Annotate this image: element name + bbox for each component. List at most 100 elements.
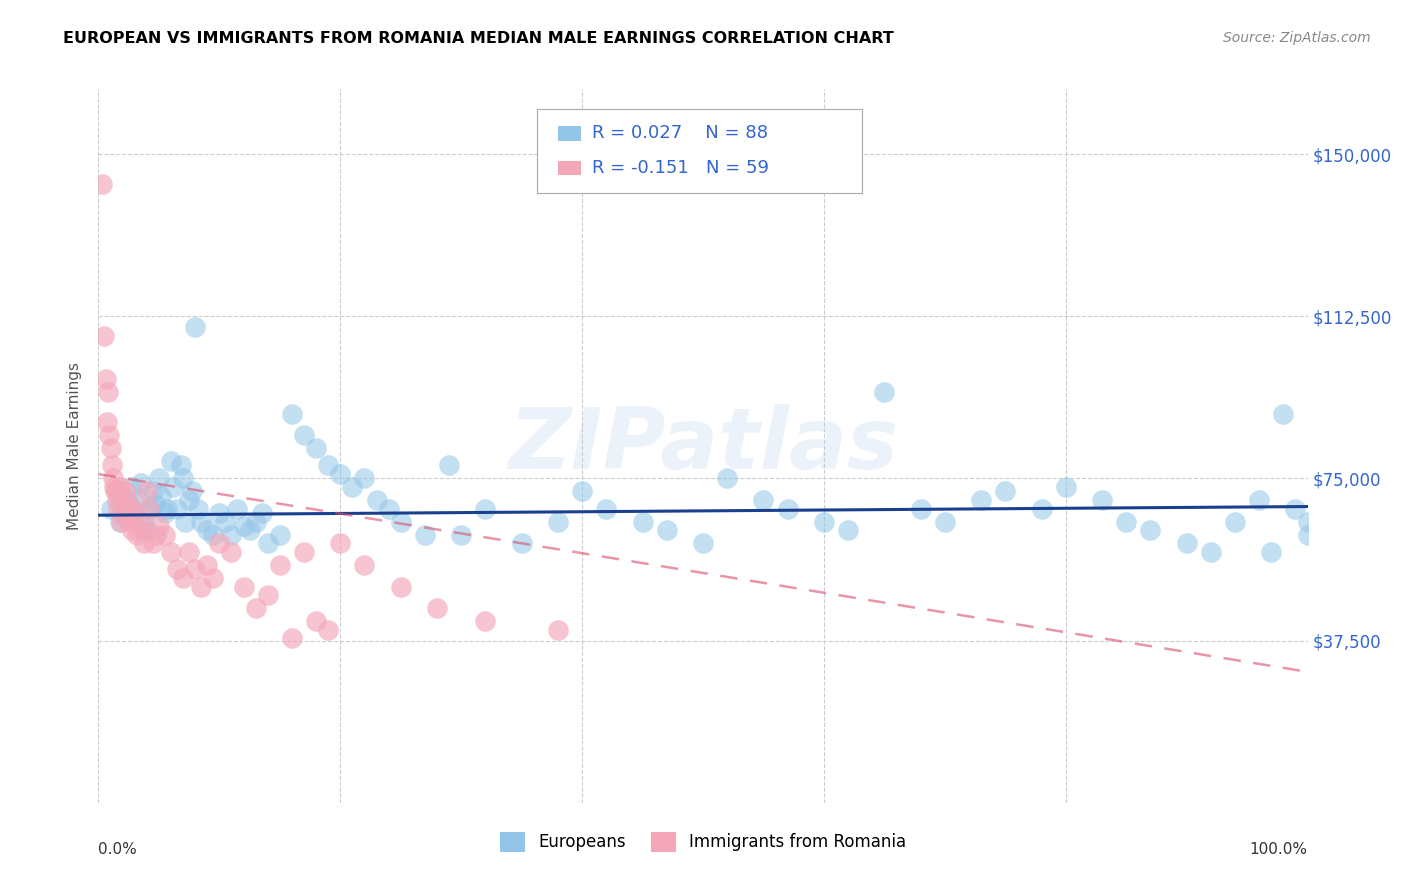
Point (142, 484, 165, 499)
Point (437, 458, 460, 473)
Point (134, 515, 156, 529)
Point (377, 501, 399, 516)
Point (776, 501, 799, 516)
Point (135, 524, 157, 538)
Point (114, 510, 136, 524)
Point (353, 471, 375, 485)
Point (221, 527, 243, 541)
Point (138, 501, 160, 516)
Point (131, 524, 153, 538)
Point (148, 519, 170, 533)
Point (124, 501, 146, 516)
Point (547, 623, 569, 637)
Point (120, 480, 142, 494)
Point (103, 480, 125, 494)
Point (342, 480, 364, 494)
Point (127, 527, 149, 541)
Point (128, 515, 150, 529)
Point (239, 524, 262, 538)
Point (153, 506, 176, 520)
Point (111, 493, 134, 508)
Point (134, 536, 156, 550)
Point (292, 545, 315, 559)
Point (138, 501, 160, 516)
Point (98, 428, 121, 442)
Point (1139, 524, 1161, 538)
Point (595, 501, 617, 516)
Text: Source: ZipAtlas.com: Source: ZipAtlas.com (1223, 31, 1371, 45)
Point (1272, 407, 1295, 421)
Point (1296, 527, 1319, 541)
Point (232, 580, 254, 594)
Point (180, 484, 202, 499)
Point (226, 501, 249, 516)
Point (329, 536, 352, 550)
Point (142, 536, 165, 550)
Point (166, 501, 188, 516)
Point (91, 178, 114, 192)
Point (305, 614, 328, 628)
Point (174, 515, 197, 529)
Point (105, 484, 128, 499)
Point (118, 501, 141, 516)
Point (150, 489, 173, 503)
Point (256, 588, 278, 602)
Point (366, 493, 388, 508)
Point (118, 497, 141, 511)
Point (97, 384, 120, 399)
Point (269, 527, 291, 541)
Point (250, 506, 273, 520)
Point (127, 493, 149, 508)
Point (208, 506, 231, 520)
Point (934, 515, 956, 529)
Point (970, 493, 993, 508)
Point (114, 484, 136, 499)
Point (329, 467, 352, 482)
Point (1175, 536, 1198, 550)
Point (195, 524, 218, 538)
Point (1091, 493, 1114, 508)
Point (179, 545, 201, 559)
Point (153, 527, 176, 541)
Point (108, 484, 131, 499)
Point (94, 372, 117, 386)
Point (1296, 515, 1319, 529)
Point (547, 515, 569, 529)
Point (571, 484, 593, 499)
Point (105, 493, 128, 508)
Text: R = 0.027    N = 88: R = 0.027 N = 88 (592, 125, 768, 143)
Point (100, 501, 122, 516)
Point (172, 471, 194, 485)
Point (1054, 480, 1077, 494)
Point (100, 458, 122, 473)
Point (450, 527, 472, 541)
Point (195, 558, 218, 572)
Point (910, 501, 932, 516)
Point (256, 536, 278, 550)
Point (202, 571, 225, 585)
Point (1199, 545, 1222, 559)
Point (108, 515, 131, 529)
Point (1260, 545, 1282, 559)
Point (112, 510, 135, 524)
Point (160, 454, 183, 468)
Point (202, 527, 225, 541)
Point (716, 471, 738, 485)
Point (1031, 501, 1053, 516)
Point (692, 536, 714, 550)
Point (281, 407, 304, 421)
Legend: Europeans, Immigrants from Romania: Europeans, Immigrants from Romania (494, 825, 912, 859)
Point (510, 536, 533, 550)
Point (108, 480, 131, 494)
Point (752, 493, 775, 508)
Point (389, 580, 412, 594)
Point (169, 458, 191, 473)
Text: 0.0%: 0.0% (98, 842, 138, 857)
Y-axis label: Median Male Earnings: Median Male Earnings (67, 362, 83, 530)
Point (389, 515, 412, 529)
Point (214, 515, 236, 529)
Point (426, 601, 449, 615)
Point (190, 515, 212, 529)
Point (190, 580, 212, 594)
Point (101, 471, 124, 485)
